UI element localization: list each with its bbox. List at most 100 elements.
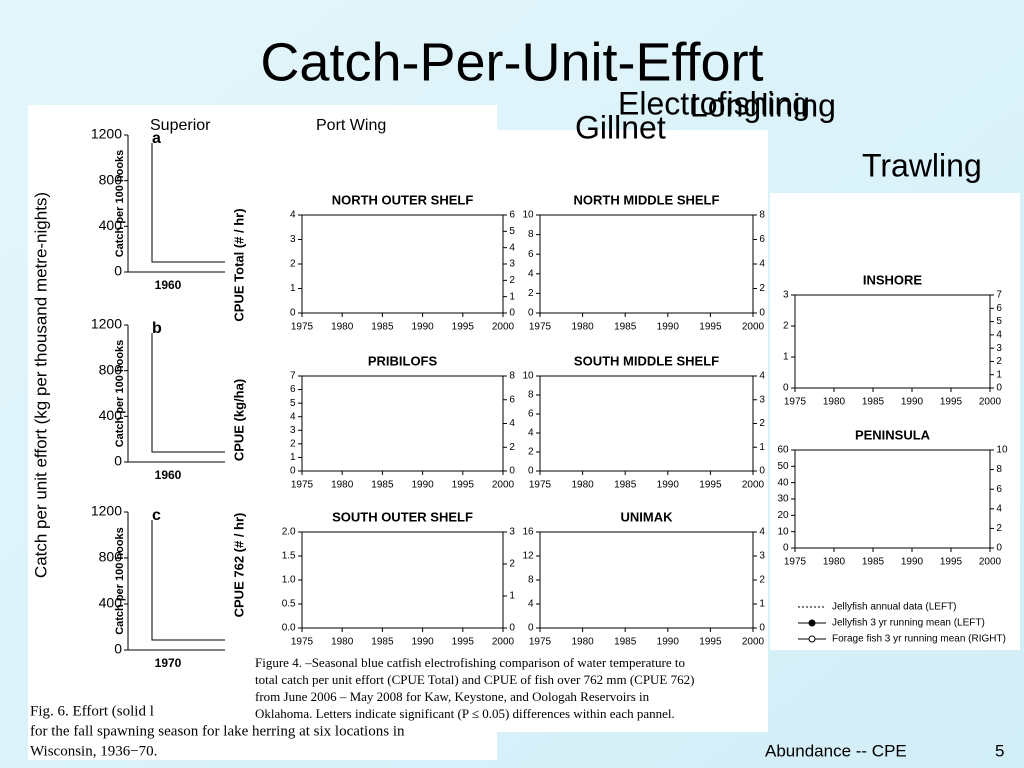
y-tick-label: 2 (509, 442, 515, 453)
x-tick-label: 1985 (614, 480, 637, 491)
x-tick-label: 1995 (940, 557, 963, 568)
y-tick-label: 0 (290, 308, 296, 319)
y-tick-label: 10 (522, 371, 534, 382)
inner-axis-label: Catch per 100 hooks (114, 340, 126, 448)
x-tick-label: 1975 (529, 637, 552, 648)
x-tick-label: 1980 (331, 480, 354, 491)
y-tick-label: 800 (99, 361, 123, 377)
y-tick-label: 8 (759, 210, 765, 221)
y-tick-label: 2 (509, 559, 515, 570)
x-tick-label: 1980 (823, 397, 846, 408)
y-tick-label: 0 (528, 308, 534, 319)
x-tick-label: 1980 (331, 637, 354, 648)
y-tick-label: 1200 (91, 503, 122, 519)
x-tick-label: 2000 (492, 637, 515, 648)
y-tick-label: 0 (759, 308, 765, 319)
y-tick-label: 2 (996, 356, 1002, 367)
y-tick-label: 6 (509, 394, 515, 405)
inner-axis-label: Catch per 100 hooks (114, 527, 126, 635)
inner-axis (151, 143, 225, 263)
y-tick-label: 3 (759, 551, 765, 562)
x-tick-label: 1990 (901, 557, 924, 568)
x-tick-label: 1990 (657, 322, 680, 333)
y-tick-label: 400 (99, 407, 123, 423)
y-tick-label: 4 (759, 259, 765, 270)
y-tick-label: 4 (996, 503, 1002, 514)
legend-label: Jellyfish 3 yr running mean (LEFT) (832, 618, 985, 629)
y-tick-label: 5 (509, 226, 515, 237)
y-tick-label: 2 (759, 575, 765, 586)
panel-title: SOUTH OUTER SHELF (332, 509, 473, 524)
caption-line: Fig. 6. Effort (solid l (30, 703, 154, 719)
location-label: Superior (150, 117, 211, 134)
y-tick-label: 8 (528, 390, 534, 401)
y-tick-label: 1 (509, 291, 515, 302)
plot-frame (794, 294, 991, 389)
y-tick-label: 6 (996, 484, 1002, 495)
y-axis-label: CPUE Total (# / hr) (231, 208, 246, 321)
y-tick-label: 6 (290, 384, 296, 395)
x-tick-label: 2000 (979, 397, 1002, 408)
x-tick-label: 1985 (862, 557, 885, 568)
x-tick-label: 2000 (492, 322, 515, 333)
y-tick-label: 0 (759, 623, 765, 634)
y-tick-label: 6 (759, 234, 765, 245)
x-tick-label: 1990 (411, 480, 434, 491)
y-tick-label: 2 (783, 321, 789, 332)
caption-line: from June 2006 – May 2008 for Kaw, Keyst… (255, 689, 650, 704)
right-figure (770, 193, 1020, 650)
panel-letter: c (152, 507, 161, 524)
y-tick-label: 10 (996, 445, 1008, 456)
y-tick-label: 3 (290, 234, 296, 245)
x-tick-label: 1995 (699, 637, 722, 648)
x-tick-label: 1960 (155, 468, 182, 482)
panel-letter: b (152, 320, 162, 337)
y-tick-label: 1200 (91, 126, 122, 142)
y-tick-label: 10 (522, 210, 534, 221)
page-number: 5 (995, 741, 1004, 760)
method-label: Trawling (862, 147, 982, 183)
inner-axis-label: Catch per 100 hooks (114, 150, 126, 258)
x-tick-label: 1970 (155, 656, 182, 670)
y-tick-label: 400 (99, 595, 123, 611)
y-axis-label: CPUE (kg/ha) (231, 379, 246, 461)
y-tick-label: 2 (996, 523, 1002, 534)
y-tick-label: 1 (509, 591, 515, 602)
y-tick-label: 20 (777, 510, 789, 521)
x-tick-label: 1995 (452, 322, 475, 333)
x-tick-label: 1995 (452, 480, 475, 491)
y-tick-label: 3 (509, 259, 515, 270)
y-tick-label: 50 (777, 461, 789, 472)
y-tick-label: 4 (509, 242, 515, 253)
y-tick-label: 3 (290, 425, 296, 436)
slide-title: Catch-Per-Unit-Effort (260, 32, 763, 92)
y-tick-label: 2.0 (282, 527, 296, 538)
y-tick-label: 2 (528, 288, 534, 299)
method-label: Electrofishing (618, 85, 810, 121)
y-tick-label: 7 (290, 371, 296, 382)
panel-title: SOUTH MIDDLE SHELF (574, 353, 719, 368)
x-tick-label: 1980 (331, 322, 354, 333)
y-tick-label: 0 (509, 623, 515, 634)
x-tick-label: 1985 (371, 322, 394, 333)
y-tick-label: 8 (528, 575, 534, 586)
y-tick-label: 800 (99, 171, 123, 187)
panel-title: INSHORE (863, 272, 923, 287)
legend-label: Jellyfish annual data (LEFT) (832, 602, 957, 613)
x-tick-label: 1975 (291, 480, 314, 491)
y-tick-label: 0 (509, 308, 515, 319)
x-tick-label: 1990 (657, 637, 680, 648)
legend-marker (808, 635, 816, 643)
y-tick-label: 5 (290, 398, 296, 409)
y-tick-label: 60 (777, 445, 789, 456)
y-tick-label: 0 (509, 466, 515, 477)
y-tick-label: 4 (996, 329, 1002, 340)
y-tick-label: 10 (777, 526, 789, 537)
x-tick-label: 1985 (371, 637, 394, 648)
y-tick-label: 4 (759, 371, 765, 382)
y-tick-label: 0 (783, 543, 789, 554)
caption-line: for the fall spawning season for lake he… (30, 723, 405, 739)
y-tick-label: 16 (522, 527, 534, 538)
x-tick-label: 1995 (699, 322, 722, 333)
y-tick-label: 0 (114, 641, 122, 657)
